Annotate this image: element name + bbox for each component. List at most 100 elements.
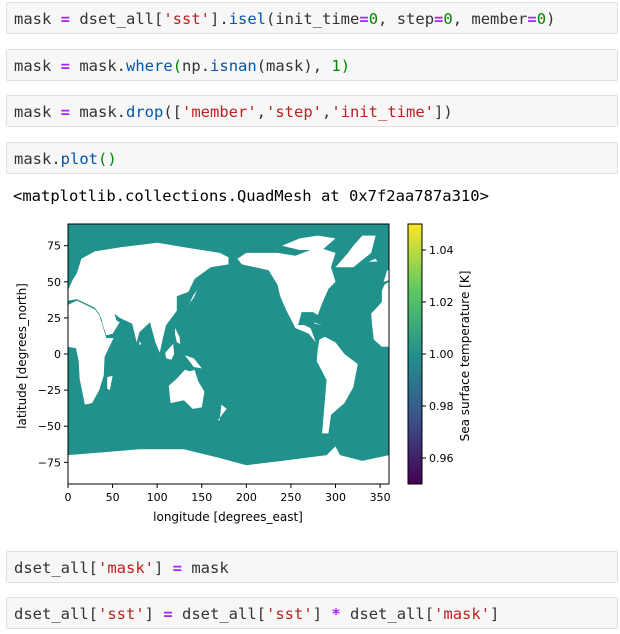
code-token: = — [60, 57, 71, 75]
code-token: , — [322, 103, 332, 121]
code-token: = — [434, 10, 444, 28]
land-mask-region — [237, 247, 336, 343]
code-token: ([ — [163, 103, 183, 121]
code-token: plot — [60, 150, 98, 168]
land-mask-region — [107, 375, 113, 391]
code-token: = — [60, 10, 71, 28]
code-cell[interactable]: mask = mask.where(np.isnan(mask), 1) — [6, 49, 618, 81]
code-token: ]) — [434, 103, 453, 121]
mask-plot-figure: 0 50 100 150 200 250 300 350 75 50 25 0 −25 −50 −75 1.… — [6, 214, 486, 534]
code-cell[interactable]: mask = mask.drop(['member','step','init_… — [6, 95, 618, 127]
colorbar-label: Sea surface temperature [K] — [458, 271, 472, 442]
code-token: mask — [14, 10, 52, 28]
code-token: 1 — [331, 57, 341, 75]
x-tick-label: 250 — [280, 491, 301, 504]
code-token: 'sst' — [266, 605, 313, 623]
cell-code-isel: mask = dset_all['sst'].isel(init_time=0,… — [14, 9, 555, 29]
code-token: = — [527, 10, 537, 28]
land-mask-region — [183, 290, 198, 310]
code-token — [51, 10, 60, 28]
y-tick-label: −50 — [38, 420, 61, 433]
code-token: ) — [340, 57, 351, 75]
code-cell[interactable]: dset_all['sst'] = dset_all['sst'] * dset… — [6, 597, 618, 629]
code-token — [51, 57, 60, 75]
cell-code-drop: mask = mask.drop(['member','step','init_… — [14, 102, 453, 122]
land-mask-region — [381, 281, 389, 302]
code-token: np. — [182, 57, 211, 75]
code-token — [51, 103, 60, 121]
land-mask-region — [368, 258, 378, 262]
colorbar: 1.04 1.02 1.00 0.98 0.96 — [407, 223, 454, 485]
code-token: dset_all[ — [14, 605, 98, 623]
code-token: 'member' — [182, 103, 257, 121]
x-tick-label: 50 — [106, 491, 120, 504]
code-token: = — [359, 10, 369, 28]
land-mask-region — [165, 343, 175, 360]
code-token: dset_all[ — [340, 605, 435, 623]
code-token: mask. — [70, 103, 127, 121]
code-token: 0 — [536, 10, 547, 28]
land-mask-region — [184, 355, 202, 369]
code-token: mask — [182, 559, 229, 577]
x-tick-label: 100 — [147, 491, 168, 504]
code-cell[interactable]: mask = dset_all['sst'].isel(init_time=0,… — [6, 2, 618, 34]
land-mask-region — [168, 369, 205, 409]
y-tick-label: 75 — [47, 240, 61, 253]
code-token: (init_time — [266, 10, 360, 28]
cell-code-multiply: dset_all['sst'] = dset_all['sst'] * dset… — [14, 604, 499, 624]
code-token: 'init_time' — [331, 103, 435, 121]
cell-code-plot: mask.plot() — [14, 149, 117, 169]
code-token: drop — [126, 103, 164, 121]
land-mask-region — [282, 235, 336, 250]
code-token: 'sst' — [98, 605, 145, 623]
land-mask-region — [101, 313, 120, 336]
land-mask-region — [335, 235, 376, 268]
code-token: mask. — [14, 150, 61, 168]
y-tick-label: −75 — [38, 456, 61, 469]
code-cell[interactable]: dset_all['mask'] = mask — [6, 551, 618, 583]
code-token: = — [172, 559, 183, 577]
code-cell[interactable]: mask.plot() — [6, 142, 618, 174]
y-tick-label: 0 — [54, 348, 61, 361]
x-tick-label: 200 — [236, 491, 257, 504]
land-mask-region — [371, 302, 389, 347]
code-token: dset_all[ — [70, 10, 164, 28]
code-token: , step — [378, 10, 435, 28]
code-token: isnan — [210, 57, 257, 75]
y-tick-label: 50 — [47, 276, 61, 289]
code-token: = — [60, 103, 71, 121]
land-mask-region — [175, 328, 181, 344]
code-token: where — [126, 57, 173, 75]
land-mask-region — [217, 404, 227, 421]
colorbar-tick-label: 0.96 — [429, 452, 454, 465]
code-token: dset_all[ — [172, 605, 267, 623]
code-token: 'mask' — [434, 605, 491, 623]
land-mask-region — [383, 270, 389, 282]
code-token: 0 — [368, 10, 379, 28]
y-tick-label: 25 — [47, 312, 61, 325]
code-token: 0 — [443, 10, 453, 28]
code-token: ] — [490, 605, 500, 623]
code-token: 'mask' — [98, 559, 154, 577]
code-token: mask. — [70, 57, 127, 75]
land-mask-region — [68, 300, 114, 405]
x-tick-label: 350 — [370, 491, 391, 504]
code-token: isel — [228, 10, 267, 28]
x-tick-label: 150 — [191, 491, 212, 504]
code-token: = — [163, 605, 173, 623]
x-tick-label: 0 — [65, 491, 72, 504]
code-token: 'sst' — [163, 10, 211, 28]
code-token: * — [331, 605, 341, 623]
code-token: () — [98, 150, 117, 168]
code-token: mask — [14, 103, 52, 121]
code-token: dset_all[ — [14, 559, 98, 577]
x-tick-label: 300 — [325, 491, 346, 504]
land-mask-region — [313, 322, 323, 326]
land-mask-region — [68, 446, 389, 484]
x-axis-label: longitude [degrees_east] — [153, 510, 303, 524]
code-token: ] — [154, 559, 173, 577]
land-mask-region — [139, 341, 142, 346]
cell-output-text: <matplotlib.collections.QuadMesh at 0x7f… — [13, 187, 489, 205]
cell-code-where: mask = mask.where(np.isnan(mask), 1) — [14, 56, 350, 76]
